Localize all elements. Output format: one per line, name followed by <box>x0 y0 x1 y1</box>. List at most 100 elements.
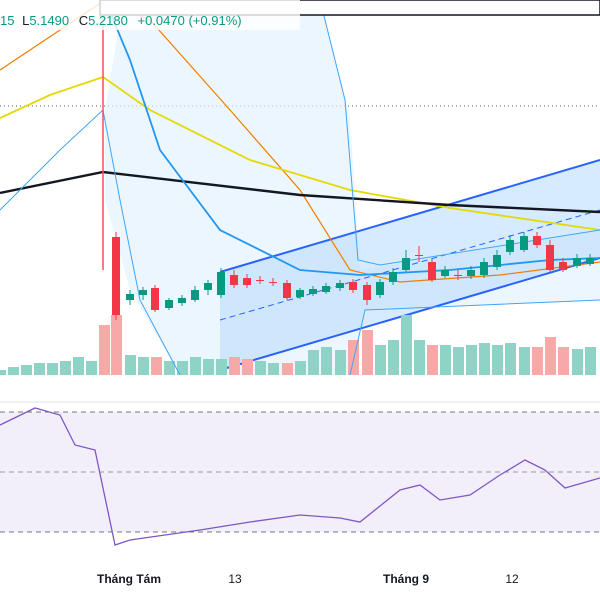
volume-bar <box>21 365 32 375</box>
volume-bar <box>34 363 45 375</box>
volume-bar <box>532 347 543 375</box>
candle-body <box>402 258 410 270</box>
volume-bar <box>216 359 227 375</box>
x-label: 13 <box>228 572 242 586</box>
volume-bar <box>268 363 279 375</box>
channel-bottom <box>219 257 600 371</box>
volume-bar <box>242 359 253 375</box>
volume-bar <box>453 347 464 375</box>
volume-bar <box>295 361 306 375</box>
volume-bar <box>321 347 332 375</box>
volume-bar <box>164 361 175 375</box>
volume-bar <box>151 357 162 375</box>
candle-body <box>151 288 159 310</box>
candle-body <box>480 262 488 275</box>
volume-bar <box>0 370 6 375</box>
volume-bar <box>190 357 201 375</box>
candle-body <box>389 272 397 282</box>
candle-body <box>217 272 225 295</box>
volume-bar <box>229 357 240 375</box>
candle-body <box>178 298 186 303</box>
volume-bar <box>138 357 149 375</box>
plot <box>0 0 600 546</box>
volume-bar <box>282 363 293 375</box>
bb-mid <box>104 0 600 276</box>
volume-bar <box>479 343 490 375</box>
x-label: Tháng 9 <box>383 572 429 586</box>
volume-bar <box>99 325 110 375</box>
volume-bar <box>362 330 373 375</box>
candle-body <box>533 236 541 245</box>
volume-bar <box>505 343 516 375</box>
candle-body <box>165 300 173 308</box>
channel-mid <box>219 209 600 321</box>
candle-body <box>559 262 567 270</box>
x-label: 12 <box>505 572 519 586</box>
volume-bar <box>427 345 438 375</box>
volume-bar <box>111 315 122 375</box>
candle-body <box>204 283 212 290</box>
volume-bar <box>558 347 569 375</box>
volume-bar <box>255 361 266 375</box>
volume-bar <box>73 357 84 375</box>
candle-body <box>349 282 357 290</box>
legend-line: 15 L5.1490 C5.2180 +0.0470 (+0.91%) <box>0 13 242 28</box>
volume-bar <box>440 345 451 375</box>
candle-body <box>322 286 330 292</box>
candle-body <box>467 270 475 276</box>
volume-bar <box>348 340 359 375</box>
high: 15 <box>0 13 14 28</box>
candle-body <box>112 237 120 315</box>
volume-bar <box>375 345 386 375</box>
volume-bar <box>308 350 319 375</box>
volume-bar <box>177 361 188 375</box>
candle-body <box>256 280 264 281</box>
candle-body <box>454 275 462 276</box>
volume-bar <box>86 361 97 375</box>
candle-body <box>376 282 384 295</box>
candle-body <box>441 270 449 276</box>
volume-bar <box>47 363 58 375</box>
candle-body <box>520 236 528 250</box>
bb-outer <box>319 0 600 266</box>
volume-bar <box>585 347 596 375</box>
candle-body <box>309 289 317 294</box>
low-label: L <box>22 13 29 28</box>
x-label: Tháng Tám <box>97 572 161 586</box>
candle-body <box>363 285 371 300</box>
candle-body <box>139 290 147 295</box>
bb-outer <box>0 109 181 376</box>
volume-bar <box>60 361 71 375</box>
close: 5.2180 <box>88 13 128 28</box>
candle-body <box>230 275 238 285</box>
volume-bar <box>125 355 136 375</box>
candle-body <box>546 245 554 270</box>
close-label: C <box>79 13 88 28</box>
volume-bar <box>388 340 399 375</box>
candle-body <box>336 283 344 288</box>
low: 5.1490 <box>29 13 69 28</box>
volume-bar <box>401 315 412 375</box>
volume-bar <box>335 350 346 375</box>
candle-body <box>283 283 291 298</box>
volume-bar <box>545 337 556 375</box>
candle-body <box>269 282 277 283</box>
volume-bar <box>466 345 477 375</box>
legend-bg <box>0 0 300 30</box>
volume-bar <box>8 367 19 375</box>
volume-bar <box>572 349 583 375</box>
candle-body <box>586 258 594 264</box>
candle-body <box>296 290 304 297</box>
candle-body <box>573 258 581 266</box>
candle-body <box>415 255 423 256</box>
ma-black <box>0 170 600 214</box>
candle-body <box>243 278 251 285</box>
bb-outer <box>349 299 600 376</box>
volume-bar <box>414 340 425 375</box>
rsi-line <box>0 407 600 546</box>
volume-bar <box>203 359 214 375</box>
change: +0.0470 (+0.91%) <box>138 13 242 28</box>
volume-bar <box>492 345 503 375</box>
